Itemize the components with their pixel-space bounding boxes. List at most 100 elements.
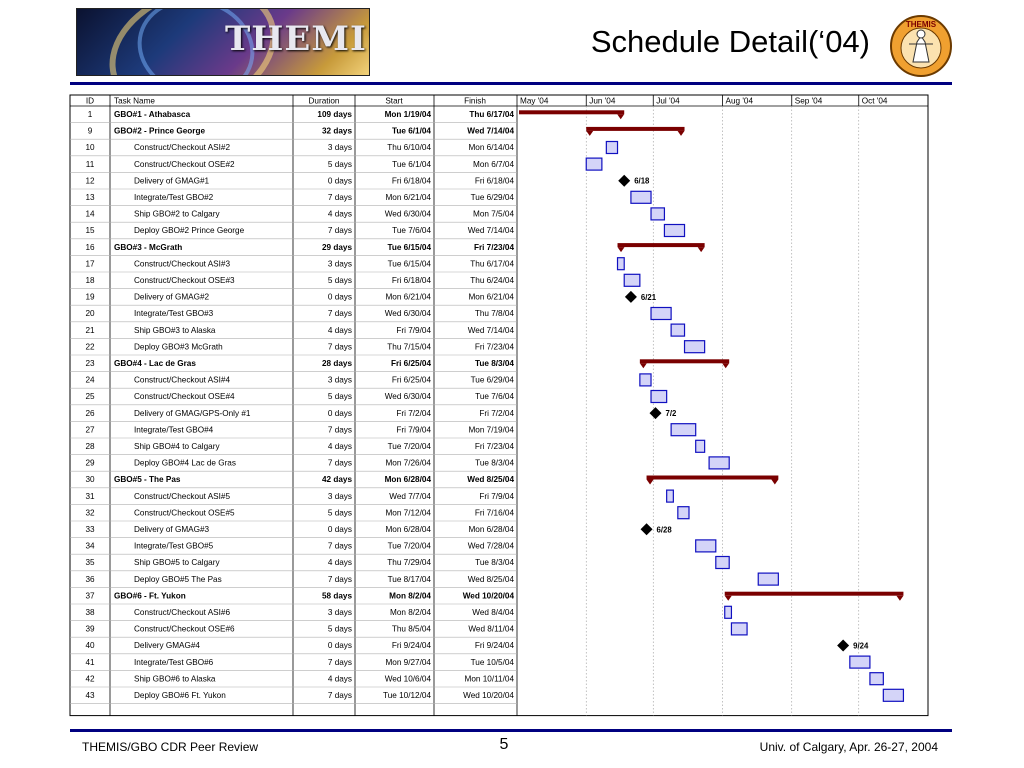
task-bar: [869, 672, 884, 686]
task-finish: Mon 6/21/04: [468, 293, 514, 302]
task-duration: 7 days: [328, 542, 352, 551]
task-start: Tue 6/1/04: [392, 127, 431, 136]
task-finish: Wed 10/20/04: [463, 591, 515, 600]
task-bar: [650, 207, 666, 221]
table-frame: [69, 94, 929, 717]
task-duration: 0 days: [328, 409, 352, 418]
task-bar: [695, 539, 717, 553]
month-label: Aug '04: [726, 97, 754, 106]
task-duration: 5 days: [328, 160, 352, 169]
task-name: Integrate/Test GBO#5: [134, 542, 214, 551]
task-duration: 0 days: [328, 293, 352, 302]
task-bar: [666, 489, 674, 503]
task-name: GBO#2 - Prince George: [114, 127, 205, 136]
task-bar: [623, 273, 641, 287]
task-id: 41: [85, 658, 95, 667]
task-id: 9: [88, 127, 93, 136]
task-start: Fri 6/18/04: [392, 276, 432, 285]
footer-right: Univ. of Calgary, Apr. 26-27, 2004: [759, 740, 938, 754]
month-label: Oct '04: [862, 97, 888, 106]
task-duration: 32 days: [322, 127, 352, 136]
footer-rule: [70, 729, 952, 732]
column-header: Start: [385, 97, 403, 106]
task-name: Construct/Checkout OSE#2: [134, 160, 235, 169]
task-id: 39: [85, 625, 95, 634]
task-duration: 3 days: [328, 143, 352, 152]
task-start: Mon 1/19/04: [385, 110, 432, 119]
summary-bar: [519, 110, 625, 115]
task-start: Fri 9/24/04: [392, 641, 432, 650]
task-id: 11: [86, 160, 95, 169]
task-duration: 7 days: [328, 658, 352, 667]
task-start: Fri 7/9/04: [396, 326, 431, 335]
task-name: GBO#3 - McGrath: [114, 243, 182, 252]
task-duration: 4 days: [328, 442, 352, 451]
task-id: 15: [85, 226, 95, 235]
task-id: 1: [88, 110, 93, 119]
task-bar: [708, 456, 730, 470]
task-bar: [650, 306, 672, 321]
task-name: Deploy GBO#2 Prince George: [134, 226, 245, 235]
task-name: Construct/Checkout OSE#4: [134, 392, 235, 401]
milestone-label: 6/18: [634, 177, 650, 186]
task-name: Construct/Checkout ASI#6: [134, 608, 230, 617]
task-id: 25: [85, 392, 95, 401]
task-start: Tue 6/1/04: [392, 160, 431, 169]
task-duration: 58 days: [322, 591, 352, 600]
task-name: GBO#5 - The Pas: [114, 475, 181, 484]
task-duration: 4 days: [328, 210, 352, 219]
task-name: Ship GBO#5 to Calgary: [134, 558, 220, 567]
task-bar: [630, 190, 652, 204]
task-name: Ship GBO#4 to Calgary: [134, 442, 220, 451]
task-start: Tue 7/6/04: [392, 226, 431, 235]
task-start: Fri 7/2/04: [396, 409, 431, 418]
milestone-label: 7/2: [665, 409, 677, 418]
page-number: 5: [499, 736, 509, 753]
task-bar: [849, 655, 871, 669]
task-duration: 7 days: [328, 342, 352, 351]
task-start: Thu 8/5/04: [392, 625, 432, 634]
task-duration: 109 days: [317, 110, 352, 119]
task-name: Integrate/Test GBO#6: [134, 658, 214, 667]
task-bar: [650, 389, 668, 404]
task-bar: [757, 572, 779, 586]
task-name: Construct/Checkout ASI#5: [134, 492, 230, 501]
task-finish: Fri 7/23/04: [475, 342, 515, 351]
task-finish: Mon 6/14/04: [468, 143, 514, 152]
seal-text: THEMIS: [906, 20, 937, 29]
column-header: ID: [86, 97, 94, 106]
task-start: Wed 6/30/04: [385, 210, 432, 219]
task-name: Deploy GBO#5 The Pas: [134, 575, 222, 584]
summary-bar-start-cap: [617, 247, 625, 253]
task-start: Mon 6/21/04: [385, 293, 431, 302]
task-bar: [585, 157, 603, 171]
task-start: Wed 7/7/04: [389, 492, 431, 501]
task-duration: 5 days: [328, 508, 352, 517]
task-name: Delivery of GMAG/GPS-Only #1: [134, 409, 251, 418]
task-finish: Thu 6/17/04: [470, 259, 514, 268]
task-duration: 28 days: [322, 359, 352, 368]
task-start: Tue 8/17/04: [388, 575, 432, 584]
task-duration: 7 days: [328, 575, 352, 584]
task-finish: Tue 8/3/04: [475, 459, 514, 468]
task-finish: Thu 6/24/04: [470, 276, 514, 285]
summary-bar-start-cap: [586, 130, 594, 136]
task-name: Integrate/Test GBO#4: [134, 425, 214, 434]
task-start: Mon 8/2/04: [390, 608, 431, 617]
task-finish: Mon 7/19/04: [468, 425, 514, 434]
task-name: Ship GBO#3 to Alaska: [134, 326, 216, 335]
task-duration: 5 days: [328, 392, 352, 401]
task-name: Construct/Checkout ASI#4: [134, 376, 230, 385]
task-name: Delivery GMAG#4: [134, 641, 200, 650]
task-id: 37: [85, 591, 95, 600]
task-finish: Mon 10/11/04: [465, 674, 515, 683]
month-label: May '04: [520, 97, 549, 106]
task-id: 22: [85, 342, 95, 351]
task-finish: Mon 6/7/04: [473, 160, 514, 169]
task-id: 42: [85, 674, 95, 683]
task-finish: Wed 8/25/04: [468, 575, 515, 584]
milestone-label: 9/24: [853, 642, 869, 651]
task-duration: 7 days: [328, 193, 352, 202]
summary-bar-end-cap: [617, 114, 625, 120]
